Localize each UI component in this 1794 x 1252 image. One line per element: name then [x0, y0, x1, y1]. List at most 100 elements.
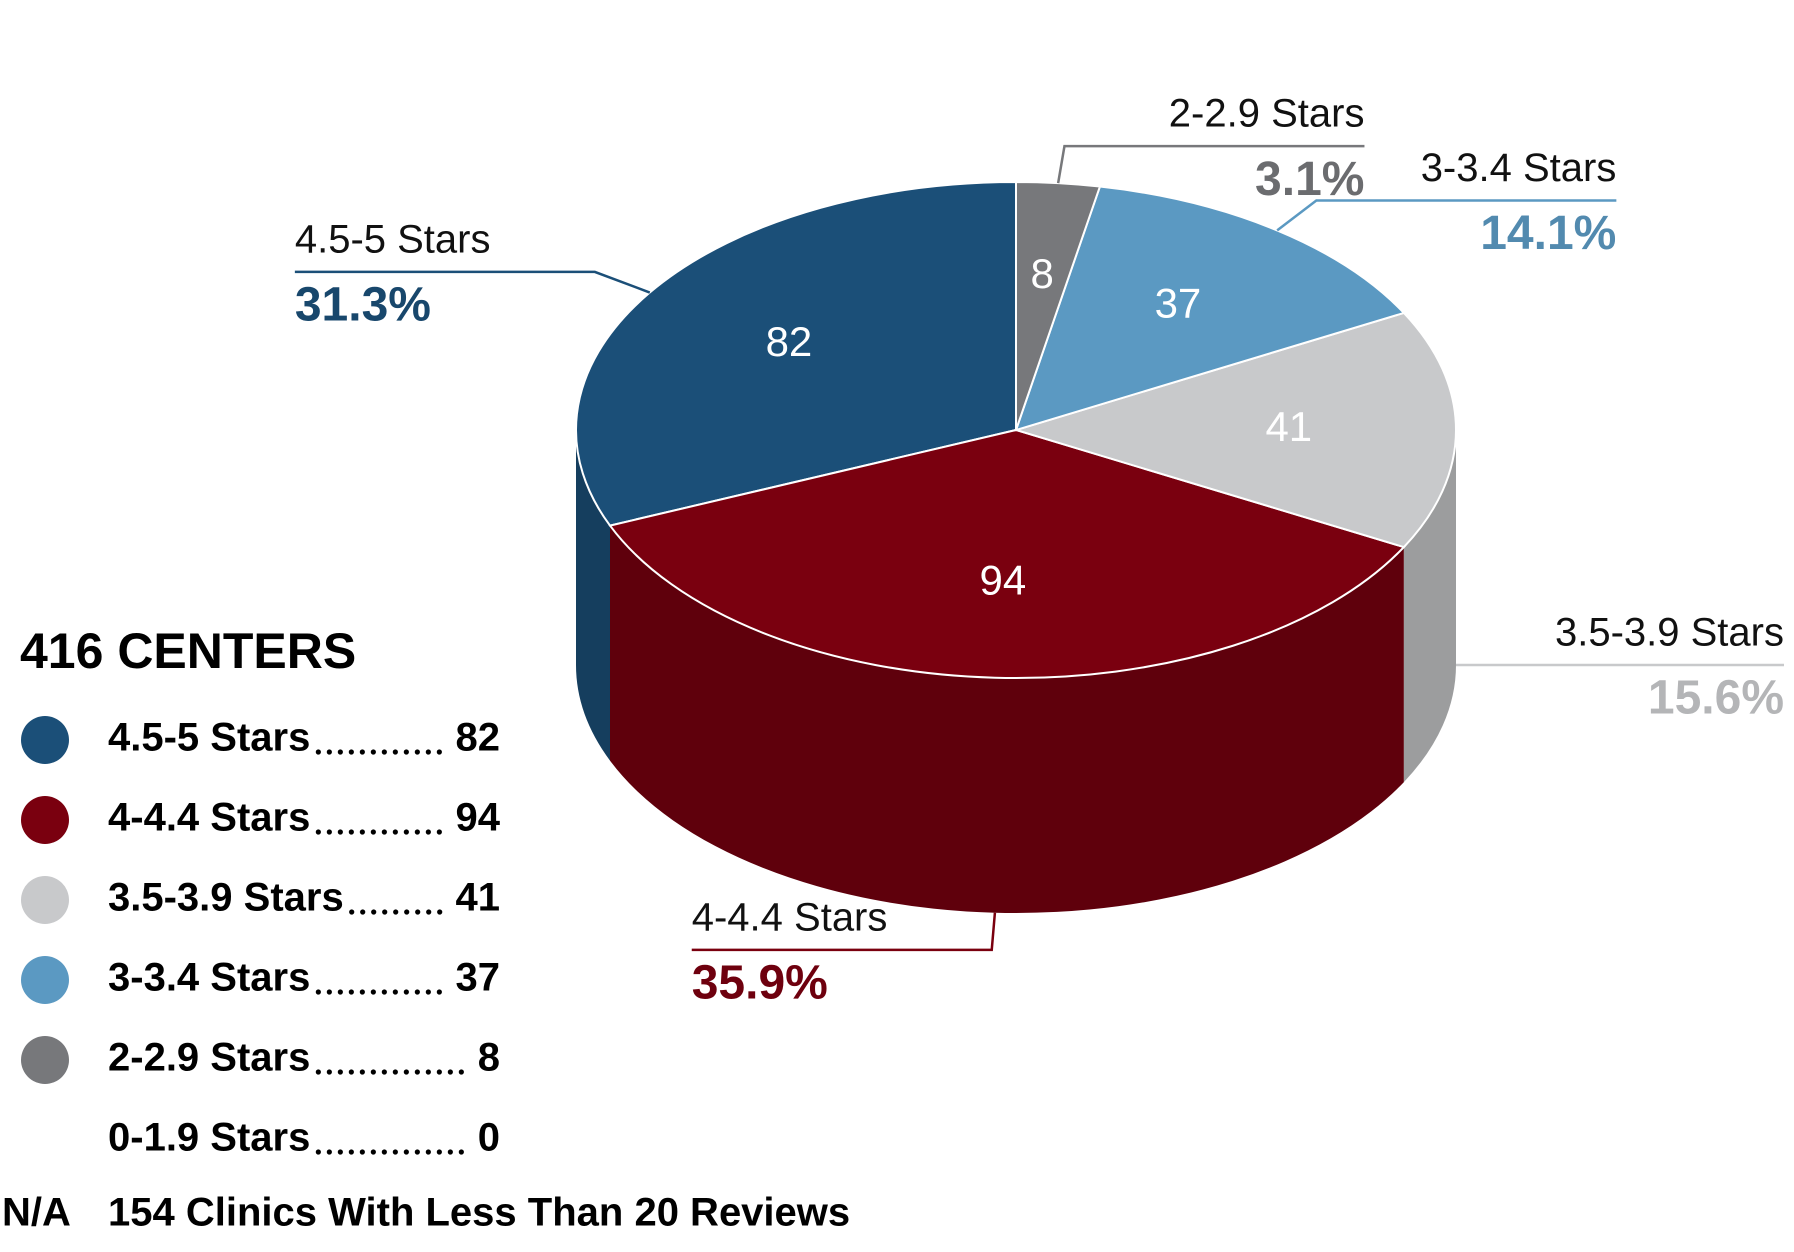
leader-dot [337, 989, 343, 995]
leader-dot [348, 989, 354, 995]
leader-dot [348, 749, 354, 755]
leader-dot [436, 749, 442, 755]
callout-name: 3.5-3.9 Stars [1555, 611, 1784, 655]
callout-name: 3-3.4 Stars [1421, 146, 1617, 190]
slice-value-label: 37 [1155, 279, 1202, 326]
leader-dot [381, 829, 387, 835]
legend-value: 94 [456, 796, 501, 840]
slice [1012, 311, 1457, 549]
leader-dot [414, 1149, 420, 1155]
leader-dot [348, 1149, 354, 1155]
leader-dot [359, 1149, 365, 1155]
leader-dot [381, 1069, 387, 1075]
leader-dot [381, 1149, 387, 1155]
leader-dot [381, 989, 387, 995]
leader-dot [359, 1069, 365, 1075]
callout-line [294, 270, 651, 294]
callout-line [1276, 199, 1617, 232]
slice-value-label: 8 [1030, 250, 1053, 297]
note-text: 154 Clinics With Less Than 20 Reviews [108, 1191, 850, 1235]
leader-dot [371, 909, 377, 915]
leader-dot [326, 829, 332, 835]
leader-dot [425, 1069, 431, 1075]
legend-label: 4.5-5 Stars [108, 716, 310, 760]
leader-dot [458, 1069, 464, 1075]
callout-line [691, 912, 997, 952]
leader-dot [447, 1149, 453, 1155]
leader-dot [337, 749, 343, 755]
legend-label: 2-2.9 Stars [108, 1036, 310, 1080]
leader-dot [370, 989, 376, 995]
slice-side [576, 430, 610, 761]
callout-percentage: 14.1% [1480, 207, 1616, 260]
legend-value: 41 [456, 876, 501, 920]
legend-value: 37 [456, 956, 501, 1000]
callout-percentage: 31.3% [295, 279, 431, 332]
slice-value-label: 41 [1265, 403, 1312, 450]
leader-dot [315, 1149, 321, 1155]
legend-label: 0-1.9 Stars [108, 1116, 310, 1160]
leader-dot [349, 909, 355, 915]
callout-name: 2-2.9 Stars [1169, 92, 1365, 136]
leader-dot [315, 829, 321, 835]
leader-dot [436, 1149, 442, 1155]
legend-value: 0 [478, 1116, 500, 1160]
leader-dot [326, 1069, 332, 1075]
legend-title: 416 CENTERS [20, 623, 356, 679]
leader-dot [414, 749, 420, 755]
leader-dot [370, 829, 376, 835]
leader-dot [315, 989, 321, 995]
leader-dot [337, 829, 343, 835]
leader-dot [337, 1069, 343, 1075]
leader-dot [370, 1069, 376, 1075]
legend-label: 3-3.4 Stars [108, 956, 310, 1000]
leader-dot [393, 909, 399, 915]
leader-dot [326, 989, 332, 995]
slice [575, 180, 1017, 527]
leader-dot [359, 989, 365, 995]
leader-dot [436, 1069, 442, 1075]
leader-dot [403, 989, 409, 995]
leader-dot [315, 749, 321, 755]
leader-dot [359, 749, 365, 755]
legend-label: 3.5-3.9 Stars [108, 876, 344, 920]
leader-dot [381, 749, 387, 755]
callout-percentage: 3.1% [1255, 153, 1364, 206]
legend-swatch [21, 716, 69, 764]
slice [1014, 185, 1406, 432]
slice-value-label: 82 [766, 318, 813, 365]
leader-dot [403, 749, 409, 755]
leader-dot [414, 829, 420, 835]
callout-name: 4.5-5 Stars [295, 217, 491, 261]
callout-percentage: 35.9% [692, 957, 828, 1010]
legend-swatch [21, 956, 69, 1004]
leader-dot [437, 909, 443, 915]
note-label: N/A [2, 1191, 71, 1235]
slice-side [609, 525, 1404, 913]
legend-swatch [21, 796, 69, 844]
leader-dot [404, 909, 410, 915]
leader-dot [392, 749, 398, 755]
slice [1015, 180, 1102, 431]
leader-dot [426, 909, 432, 915]
legend-value: 82 [456, 716, 501, 760]
leader-dot [425, 989, 431, 995]
slice [608, 428, 1406, 679]
leader-dot [348, 829, 354, 835]
leader-dot [337, 1149, 343, 1155]
leader-dot [360, 909, 366, 915]
leader-dot [436, 989, 442, 995]
leader-dot [348, 1069, 354, 1075]
leader-dot [425, 1149, 431, 1155]
leader-dot [359, 829, 365, 835]
leader-dot [415, 909, 421, 915]
leader-dot [414, 1069, 420, 1075]
legend-swatch [21, 876, 69, 924]
callout-percentage: 15.6% [1648, 672, 1784, 725]
leader-dot [326, 1149, 332, 1155]
callout-name: 4-4.4 Stars [692, 895, 888, 939]
callout-line [1056, 144, 1365, 184]
leader-dot [425, 829, 431, 835]
leader-dot [403, 829, 409, 835]
